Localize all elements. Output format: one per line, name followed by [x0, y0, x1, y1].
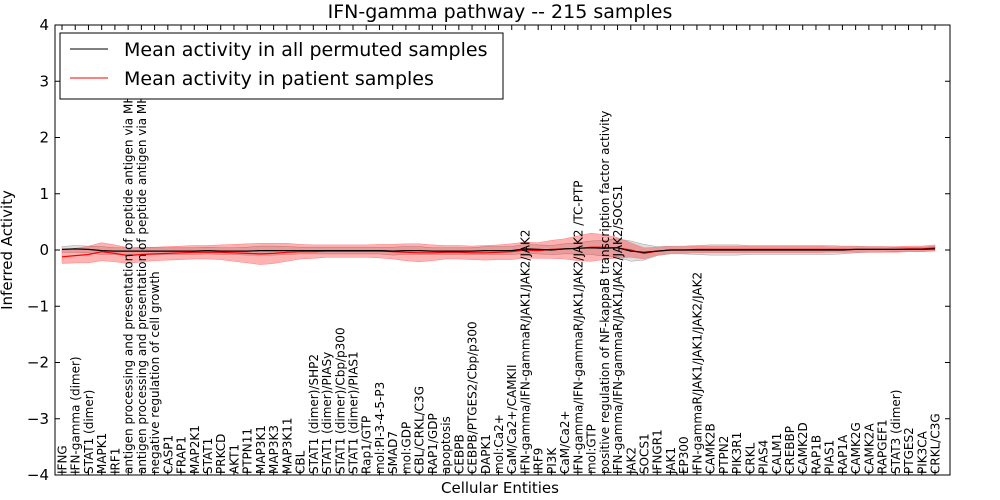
band-patient — [61, 232, 936, 265]
x-tick-label: SOCS1 — [638, 433, 652, 474]
x-tick-label: IFN-gamma/IFN-gammaR/JAK1/JAK2/JAK2/SOCS… — [611, 185, 625, 474]
x-tick-label: apoptosis — [439, 416, 453, 474]
x-tick-label: mol:GTP — [585, 424, 599, 474]
x-tick-label: SMAD7 — [386, 431, 400, 474]
x-tick-label: MAPK1 — [95, 433, 109, 474]
x-tick-label: PIK3CA — [915, 430, 929, 474]
x-tick-label: CEBPB — [452, 434, 466, 474]
y-tick-label: 1 — [39, 185, 49, 203]
x-tick-label: mol:GDP — [399, 422, 413, 474]
x-tick-label: CAMK2A — [862, 423, 876, 474]
x-tick-label: MAP3K3 — [267, 425, 281, 474]
x-tick-label: CaM/Ca2+ — [558, 410, 572, 474]
x-tick-label: EP300 — [677, 436, 691, 474]
x-tick-label: mol:PI-3-4-5-P3 — [373, 382, 387, 474]
x-tick-label: MAP3K11 — [280, 417, 294, 474]
y-axis-label: Inferred Activity — [0, 190, 16, 310]
x-tick-label: STAT1 (dimer)/Cbp/p300 — [333, 327, 347, 474]
x-tick-label: CALM1 — [770, 433, 784, 474]
x-tick-label: RAP1A — [836, 434, 850, 474]
y-tick-label: −4 — [27, 466, 49, 484]
x-tick-label: JAK2 — [624, 447, 638, 475]
series-lines — [61, 246, 936, 258]
x-tick-label: IRF1 — [108, 448, 122, 474]
x-tick-label: PRKCD — [214, 434, 228, 474]
legend: Mean activity in all permuted samples Me… — [59, 32, 504, 100]
x-tick-label: FRAP1 — [175, 436, 189, 474]
y-tick-label: 2 — [39, 129, 49, 147]
x-tick-label: IFN-gamma/IFN-gammaR/JAK1/JAK2/JAK2 — [519, 229, 533, 474]
x-axis-ticks — [61, 25, 936, 475]
x-tick-label: CAMK2D — [796, 422, 810, 474]
x-tick-label: PTPN2 — [717, 436, 731, 474]
y-tick-label: −3 — [27, 410, 49, 428]
x-tick-label: CRKL — [743, 442, 757, 474]
x-tick-label: IFNG — [56, 445, 70, 474]
line-permuted — [61, 247, 936, 253]
x-tick-label: IFN-gamma (dimer) — [69, 356, 83, 474]
y-tick-label: −1 — [27, 297, 49, 315]
x-tick-label: PI3K — [545, 447, 559, 474]
x-tick-label: STAT1 (dimer)/PIAS1 — [347, 351, 361, 474]
x-tick-label: STAT1 (dimer) — [82, 390, 96, 474]
x-axis-label: Cellular Entities — [441, 479, 559, 497]
x-tick-label: STAT1 (dimer)/PIASy — [320, 352, 334, 474]
x-tick-label: CREBBP — [783, 426, 797, 474]
x-tick-label: Rap1/GTP — [360, 416, 374, 474]
x-tick-label: IFN-gamma/IFN-gammaR/JAK1/JAK2/JAK2 /TC-… — [571, 181, 585, 475]
x-tick-label: antigen processing and presentation of p… — [122, 45, 136, 474]
x-tick-label: antigen processing and presentation of p… — [135, 42, 149, 474]
legend-box — [59, 32, 504, 100]
x-tick-label: CBL — [294, 450, 308, 474]
x-tick-label: MAP2K1 — [188, 425, 202, 474]
x-tick-label: CEBPB/PTGES2/Cbp/p300 — [466, 321, 480, 474]
x-tick-label: CaM/Ca2+/CAMKII — [505, 364, 519, 473]
x-tick-label: DAPK1 — [479, 434, 493, 474]
chart-title: IFN-gamma pathway -- 215 samples — [328, 1, 673, 23]
legend-label-patient: Mean activity in patient samples — [124, 68, 434, 90]
x-tick-label: mol:Ca2+ — [492, 414, 506, 474]
x-tick-label: CAMK2B — [704, 423, 718, 474]
x-tick-label: PIAS4 — [757, 440, 771, 474]
x-tick-label: RAPGEF1 — [876, 419, 890, 474]
x-tick-label: STAT1 — [201, 438, 215, 474]
x-tick-label: CASP1 — [161, 435, 175, 474]
x-tick-label: negative regulation of cell growth — [148, 271, 162, 474]
x-tick-label: PTGES2 — [902, 427, 916, 474]
x-tick-label: STAT1 (dimer)/SHP2 — [307, 354, 321, 474]
x-tick-label: JAK1 — [664, 447, 678, 475]
x-tick-label: IFNGR1 — [651, 429, 665, 474]
x-tick-label: PIAS1 — [823, 440, 837, 474]
y-tick-label: 4 — [39, 16, 49, 34]
x-tick-label: STAT3 (dimer) — [889, 390, 903, 474]
x-tick-label: CBL/CRKL/C3G — [413, 386, 427, 474]
y-tick-label: 3 — [39, 72, 49, 90]
x-tick-label: CRKL/C3G — [929, 413, 943, 474]
y-tick-label: −2 — [27, 354, 49, 372]
x-tick-label: IRF9 — [532, 448, 546, 474]
x-tick-label: RAP1B — [810, 435, 824, 474]
x-tick-label: MAP3K1 — [254, 425, 268, 474]
x-tick-label: IFN-gammaR/JAK1/JAK1/JAK2/JAK2 — [690, 272, 704, 474]
x-tick-label: PIK3R1 — [730, 432, 744, 474]
x-tick-label: RAP1/GDP — [426, 413, 440, 474]
x-tick-label: CAMK2G — [849, 422, 863, 474]
y-axis: −4 −3 −2 −1 0 1 2 3 4 — [27, 16, 950, 484]
x-tick-label: positive regulation of NF-kappaB transcr… — [598, 111, 612, 474]
legend-label-permuted: Mean activity in all permuted samples — [124, 39, 487, 61]
x-tick-label: PTPN11 — [241, 428, 255, 474]
y-tick-label: 0 — [39, 241, 49, 259]
x-axis-entity-labels: IFNG IFN-gamma (dimer) STAT1 (dimer) MAPK1 I… — [56, 42, 943, 475]
x-tick-label: AKT1 — [228, 444, 242, 474]
